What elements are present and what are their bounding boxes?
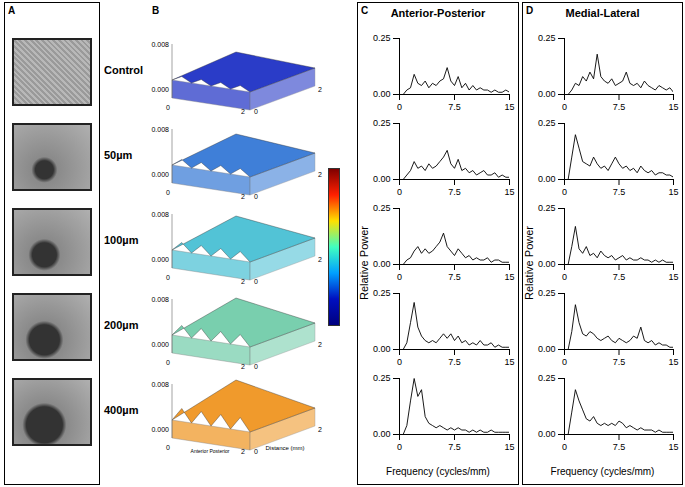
svg-text:15: 15 <box>504 187 514 197</box>
svg-text:15: 15 <box>668 442 678 452</box>
svg-text:15: 15 <box>668 272 678 282</box>
svg-text:0: 0 <box>397 442 402 452</box>
svg-text:2: 2 <box>318 256 322 263</box>
svg-text:0: 0 <box>562 272 567 282</box>
svg-text:0.25: 0.25 <box>538 118 556 128</box>
svg-text:15: 15 <box>504 272 514 282</box>
svg-text:15: 15 <box>668 187 678 197</box>
svg-text:0.25: 0.25 <box>538 373 556 383</box>
svg-text:2: 2 <box>241 193 245 200</box>
svg-text:7.5: 7.5 <box>613 357 626 367</box>
html-text:B: B <box>152 5 160 16</box>
svg-text:0: 0 <box>397 272 402 282</box>
svg-text:0.00: 0.00 <box>538 429 556 439</box>
svg-text:0.25: 0.25 <box>373 33 391 43</box>
html-text:D: D <box>526 5 534 16</box>
svg-text:0.25: 0.25 <box>373 373 391 383</box>
svg-text:0.00: 0.00 <box>373 259 391 269</box>
svg-text:0.000: 0.000 <box>151 341 169 348</box>
svg-text:7.5: 7.5 <box>448 442 461 452</box>
svg-text:0.000: 0.000 <box>151 86 169 93</box>
html-text:C: C <box>361 5 369 16</box>
svg-text:0.00: 0.00 <box>373 89 391 99</box>
svg-text:0.000: 0.000 <box>151 171 169 178</box>
svg-text:0.00: 0.00 <box>538 89 556 99</box>
svg-text:0.00: 0.00 <box>373 344 391 354</box>
svg-text:0.00: 0.00 <box>538 259 556 269</box>
svg-text:0.25: 0.25 <box>538 33 556 43</box>
svg-text:0: 0 <box>166 189 170 196</box>
svg-text:0: 0 <box>562 187 567 197</box>
svg-text:0.00: 0.00 <box>373 174 391 184</box>
svg-text:15: 15 <box>668 102 678 112</box>
svg-text:0.000: 0.000 <box>151 426 169 433</box>
svg-text:0: 0 <box>397 357 402 367</box>
svg-text:0: 0 <box>166 274 170 281</box>
svg-text:7.5: 7.5 <box>448 102 461 112</box>
html-text:100µm: 100µm <box>104 234 139 246</box>
svg-text:7.5: 7.5 <box>448 357 461 367</box>
svg-text:0.00: 0.00 <box>538 344 556 354</box>
svg-text:0.25: 0.25 <box>373 288 391 298</box>
svg-text:2: 2 <box>241 108 245 115</box>
svg-text:0.008: 0.008 <box>151 211 169 218</box>
html-text:400µm: 400µm <box>104 404 139 416</box>
svg-text:0: 0 <box>562 102 567 112</box>
html-text:Relative Power: Relative Power <box>523 226 535 300</box>
html-text:Anterior-Posterior: Anterior-Posterior <box>390 7 486 19</box>
svg-text:2: 2 <box>241 278 245 285</box>
svg-text:0: 0 <box>397 187 402 197</box>
svg-text:2: 2 <box>318 426 322 433</box>
svg-text:0: 0 <box>166 444 170 451</box>
html-text:A: A <box>8 5 16 16</box>
svg-text:7.5: 7.5 <box>613 102 626 112</box>
svg-text:0.008: 0.008 <box>151 126 169 133</box>
svg-text:0: 0 <box>562 442 567 452</box>
svg-text:0: 0 <box>254 193 258 200</box>
svg-text:15: 15 <box>668 357 678 367</box>
html-text:Control: Control <box>104 64 144 76</box>
svg-text:0: 0 <box>166 104 170 111</box>
html-text:Frequency (cycles/mm): Frequency (cycles/mm) <box>550 466 655 477</box>
svg-text:7.5: 7.5 <box>613 442 626 452</box>
svg-text:15: 15 <box>504 102 514 112</box>
svg-text:0.00: 0.00 <box>373 429 391 439</box>
svg-text:0.008: 0.008 <box>151 41 169 48</box>
svg-text:0.25: 0.25 <box>373 203 391 213</box>
svg-text:0: 0 <box>254 108 258 115</box>
html-text:Relative Power: Relative Power <box>358 226 370 300</box>
svg-text:0.008: 0.008 <box>151 296 169 303</box>
svg-text:2: 2 <box>318 86 322 93</box>
svg-text:0: 0 <box>254 363 258 370</box>
svg-text:2: 2 <box>241 448 245 455</box>
svg-text:0: 0 <box>397 102 402 112</box>
svg-text:0: 0 <box>562 357 567 367</box>
svg-text:0: 0 <box>254 448 258 455</box>
svg-text:7.5: 7.5 <box>448 187 461 197</box>
svg-text:0.25: 0.25 <box>373 118 391 128</box>
svg-text:0.25: 0.25 <box>538 288 556 298</box>
html-text:50µm: 50µm <box>104 149 133 161</box>
svg-text:2: 2 <box>318 171 322 178</box>
svg-text:0: 0 <box>166 359 170 366</box>
svg-text:0.008: 0.008 <box>151 381 169 388</box>
svg-text:15: 15 <box>504 357 514 367</box>
html-text:Medial-Lateral: Medial-Lateral <box>565 7 640 19</box>
html-text:Frequency (cycles/mm): Frequency (cycles/mm) <box>386 466 490 477</box>
svg-text:0.25: 0.25 <box>538 203 556 213</box>
svg-text:7.5: 7.5 <box>613 272 626 282</box>
svg-text:15: 15 <box>504 442 514 452</box>
svg-text:0: 0 <box>254 278 258 285</box>
svg-text:Anterior Posterior: Anterior Posterior <box>191 448 230 454</box>
svg-text:Distance (mm): Distance (mm) <box>265 445 304 451</box>
svg-text:2: 2 <box>241 363 245 370</box>
svg-text:7.5: 7.5 <box>448 272 461 282</box>
svg-text:2: 2 <box>318 341 322 348</box>
svg-text:7.5: 7.5 <box>613 187 626 197</box>
svg-text:0.00: 0.00 <box>538 174 556 184</box>
svg-text:0.000: 0.000 <box>151 256 169 263</box>
html-text:200µm: 200µm <box>104 319 139 331</box>
